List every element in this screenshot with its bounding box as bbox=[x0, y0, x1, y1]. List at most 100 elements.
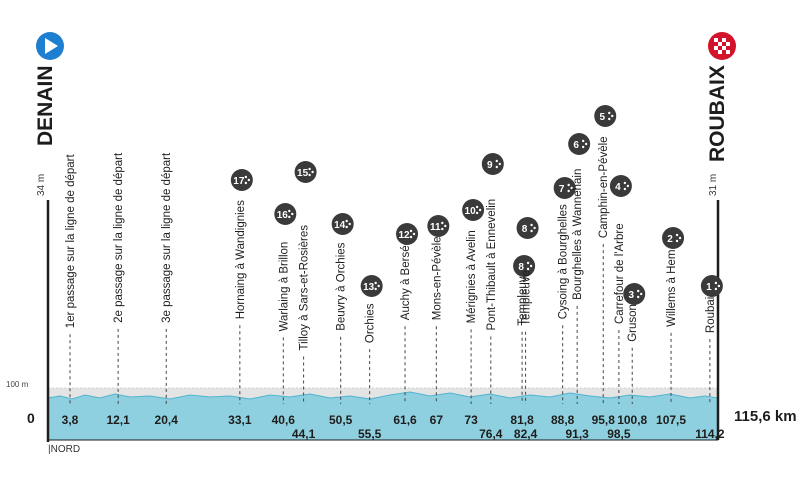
sector-badge-circle bbox=[481, 153, 504, 175]
sector-number: 5 bbox=[599, 112, 605, 123]
sector-badge: 4 bbox=[609, 175, 632, 197]
sector-number: 17 bbox=[233, 176, 245, 187]
location-label: Templeuve bbox=[521, 270, 533, 326]
start-altitude-label: 34 m bbox=[36, 173, 47, 196]
location-label: Mons-en-Pévèle bbox=[431, 236, 443, 320]
km-label: 44,1 bbox=[292, 427, 316, 441]
cobble-dot bbox=[529, 264, 533, 268]
sector-badge-circle bbox=[662, 227, 685, 249]
cobble-dot bbox=[717, 284, 721, 288]
location-label: 2e passage sur la ligne de départ bbox=[113, 152, 125, 323]
cobble-dot bbox=[675, 233, 679, 237]
km-label: 50,5 bbox=[329, 413, 353, 427]
cobble-dot bbox=[640, 292, 643, 296]
cobble-dot bbox=[409, 235, 413, 239]
cobble-dot bbox=[498, 162, 502, 166]
location-label: Orchies bbox=[365, 303, 377, 343]
sector-number: 8 bbox=[518, 262, 524, 273]
sector-badge-circle bbox=[462, 199, 485, 221]
cobble-dot bbox=[526, 261, 530, 265]
location-label: Cysoing à Bourghelles bbox=[558, 204, 570, 319]
sector-badge-circle bbox=[396, 223, 419, 245]
sector-badge: 7 bbox=[553, 177, 576, 199]
cobble-dot bbox=[441, 221, 444, 225]
km-label: 98,5 bbox=[607, 427, 631, 441]
finish-city-label: ROUBAIX bbox=[706, 65, 729, 162]
sector-number: 9 bbox=[487, 160, 493, 171]
sector-badge-circle bbox=[594, 105, 617, 127]
location-label: Gruson bbox=[627, 304, 639, 342]
cobble-dot bbox=[611, 114, 614, 118]
cobble-dot bbox=[288, 215, 291, 219]
location-label: 1er passage sur la ligne de départ bbox=[65, 154, 77, 329]
cobble-dot bbox=[678, 236, 682, 240]
axis-100m-label: 100 m bbox=[6, 380, 29, 389]
location-label: Pont-Thibault à Ennevelin bbox=[486, 199, 498, 331]
cobble-dot bbox=[581, 145, 585, 149]
region-name: NORD bbox=[50, 444, 81, 455]
cobble-dot bbox=[244, 175, 248, 179]
km-label: 55,5 bbox=[358, 427, 382, 441]
sector-badge: 6 bbox=[568, 133, 591, 155]
cobble-dot bbox=[530, 223, 533, 227]
cobble-dot bbox=[495, 165, 499, 169]
sector-badge-circle bbox=[623, 283, 646, 305]
region-label: |NORD bbox=[48, 444, 81, 455]
cobble-dot bbox=[478, 208, 482, 212]
cobble-dot bbox=[444, 224, 447, 228]
cobble-dot bbox=[308, 173, 311, 177]
cobble-dot bbox=[526, 267, 530, 271]
sector-number: 7 bbox=[559, 184, 565, 195]
sector-badge: 11 bbox=[427, 215, 450, 237]
km-label: 67 bbox=[430, 413, 444, 427]
cobble-dot bbox=[714, 287, 718, 291]
cobble-dot bbox=[581, 139, 585, 143]
cobble-dot bbox=[475, 211, 479, 215]
km-label: 88,8 bbox=[551, 413, 575, 427]
location-label: Auchy à Bersée bbox=[400, 239, 412, 320]
sector-badge-circle bbox=[609, 175, 632, 197]
cobble-dot bbox=[244, 181, 248, 185]
km-label: 33,1 bbox=[228, 413, 252, 427]
sector-badge-circle bbox=[230, 169, 253, 191]
location-label: Willems à Hem bbox=[666, 250, 678, 327]
sector-number: 8 bbox=[522, 224, 528, 235]
sector-number: 11 bbox=[430, 222, 441, 233]
sector-number: 10 bbox=[465, 206, 477, 217]
cobble-dot bbox=[409, 229, 413, 233]
km-label: 100,8 bbox=[617, 413, 647, 427]
cobble-dot bbox=[626, 184, 630, 188]
sector-badge-circle bbox=[360, 275, 383, 297]
start-city-label: DENAIN bbox=[34, 65, 57, 146]
location-label: Carrefour de l'Arbre bbox=[614, 223, 626, 324]
location-label: 3e passage sur la ligne de départ bbox=[161, 152, 173, 323]
km-label: 12,1 bbox=[106, 413, 130, 427]
km-label: 81,8 bbox=[510, 413, 534, 427]
sector-badge-circle bbox=[700, 275, 723, 297]
cobble-dot bbox=[714, 281, 718, 285]
cobble-dot bbox=[675, 239, 679, 243]
sector-badge-circle bbox=[553, 177, 576, 199]
km-label: 107,5 bbox=[656, 413, 686, 427]
sector-badge: 1 bbox=[700, 275, 723, 297]
sector-badge-circle bbox=[294, 161, 317, 183]
sector-number: 3 bbox=[628, 290, 634, 301]
cobble-dot bbox=[308, 167, 311, 171]
cobble-dot bbox=[495, 159, 499, 163]
location-label: Roubaix bbox=[705, 291, 717, 333]
sector-badge-circle bbox=[274, 203, 297, 225]
km-label: 114,2 bbox=[695, 427, 725, 441]
cobble-dot bbox=[623, 187, 627, 191]
location-label: Templeuve bbox=[517, 270, 529, 326]
sector-badge-circle bbox=[516, 217, 539, 239]
sector-badge: 5 bbox=[594, 105, 617, 127]
sector-badge: 17 bbox=[230, 169, 253, 191]
cobble-dot bbox=[475, 205, 479, 209]
km-label: 91,3 bbox=[565, 427, 589, 441]
cobble-dot bbox=[377, 284, 380, 288]
sector-number: 4 bbox=[615, 182, 621, 193]
cobble-dot bbox=[374, 281, 377, 285]
sector-badge: 3 bbox=[623, 283, 646, 305]
cobble-dot bbox=[637, 289, 640, 293]
